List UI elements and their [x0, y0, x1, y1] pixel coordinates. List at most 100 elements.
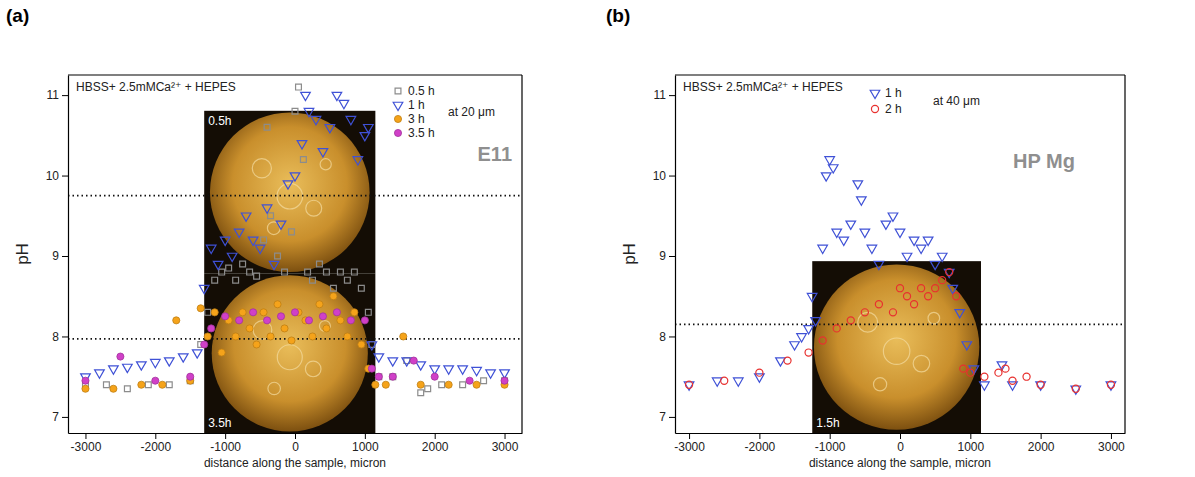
panel-letter: (b) — [606, 5, 630, 26]
inset-texture — [305, 361, 321, 377]
data-point — [955, 310, 965, 318]
data-point — [159, 381, 166, 388]
data-point — [388, 358, 398, 366]
data-point — [269, 261, 279, 269]
data-point — [301, 92, 311, 100]
x-axis: -3000-2000-10000100020003000 — [69, 433, 523, 454]
data-point — [445, 381, 452, 388]
tick: 10 — [46, 169, 68, 183]
data-point — [211, 309, 218, 316]
tick-label: 8 — [659, 330, 666, 344]
data-point — [124, 386, 130, 392]
data-point — [253, 341, 260, 348]
data-point — [967, 369, 974, 376]
legend-marker — [395, 88, 401, 94]
inset-photo — [812, 261, 981, 433]
tick-label: 11 — [47, 88, 60, 102]
data-point — [232, 333, 239, 340]
plot-frame — [521, 75, 522, 433]
tick-mark — [669, 176, 675, 177]
tick: -2000 — [745, 433, 776, 454]
tick-label: -1000 — [815, 440, 846, 454]
x-axis-title: distance along the sample, micron — [809, 456, 991, 470]
tick-mark — [900, 433, 901, 439]
data-point — [472, 367, 482, 375]
data-point — [226, 265, 232, 271]
data-point — [110, 385, 117, 392]
data-point — [206, 245, 216, 253]
data-point — [178, 354, 188, 362]
data-point — [339, 100, 349, 108]
data-point — [846, 221, 856, 229]
data-point — [501, 377, 508, 384]
inset-label: 3.5h — [208, 416, 231, 430]
tick-label: -1000 — [210, 440, 241, 454]
subtitle: HBSS+ 2.5mMCa²⁺ + HEPES — [683, 80, 843, 94]
data-point — [881, 221, 891, 229]
data-point — [241, 213, 251, 221]
data-point — [261, 237, 267, 243]
tick-label: 3000 — [492, 440, 519, 454]
tick-label: 9 — [659, 249, 666, 263]
data-point — [283, 181, 293, 189]
tick-mark — [970, 433, 971, 439]
data-point — [268, 213, 274, 219]
tick: 11 — [47, 88, 68, 102]
data-point — [1036, 382, 1046, 390]
tick: 1000 — [352, 433, 379, 454]
reference-line — [68, 195, 522, 197]
sample-label: E11 — [478, 143, 512, 165]
tick-label: 0 — [897, 440, 904, 454]
data-point — [104, 382, 110, 388]
data-point — [317, 261, 323, 267]
data-point — [903, 293, 910, 300]
data-point — [1002, 365, 1009, 372]
series-points — [83, 84, 508, 396]
data-point — [353, 157, 363, 165]
tick-label: -2000 — [745, 440, 776, 454]
data-point — [895, 229, 905, 237]
data-point — [365, 309, 371, 315]
data-point — [319, 313, 326, 320]
data-point — [389, 373, 396, 380]
tick: -1000 — [815, 433, 846, 454]
data-point — [222, 313, 229, 320]
data-point — [804, 326, 814, 334]
data-point — [323, 325, 330, 332]
tick-label: 10 — [653, 169, 667, 183]
data-point — [857, 197, 867, 205]
inset-texture — [252, 159, 271, 178]
tick-mark — [830, 433, 831, 439]
tick: 0 — [292, 433, 299, 454]
data-point — [311, 116, 321, 124]
data-point — [486, 370, 496, 378]
data-point — [109, 366, 119, 374]
tick: -2000 — [140, 433, 171, 454]
tick: 1000 — [957, 433, 984, 454]
data-point — [347, 317, 354, 324]
tick-label: 0 — [292, 440, 299, 454]
inset-background — [204, 274, 375, 433]
data-point — [382, 381, 389, 388]
data-point — [390, 374, 396, 380]
data-point — [910, 301, 917, 308]
subtitle: HBSS+ 2.5mMCa²⁺ + HEPES — [76, 80, 236, 94]
data-point — [332, 92, 342, 100]
data-point — [400, 333, 407, 340]
tick-label: 2000 — [1028, 440, 1055, 454]
data-point — [289, 229, 295, 235]
data-point — [316, 301, 323, 308]
data-point — [458, 366, 468, 374]
data-point — [138, 381, 145, 388]
data-point — [204, 333, 211, 340]
tick-label: 10 — [46, 169, 60, 183]
series-points — [82, 309, 508, 385]
x-axis-title: distance along the sample, micron — [204, 456, 386, 470]
data-point — [930, 261, 940, 269]
data-point — [874, 261, 884, 269]
inset-label: 1.5h — [816, 416, 839, 430]
data-point — [192, 350, 202, 358]
data-point — [240, 261, 246, 267]
annotation: at 40 μm — [933, 94, 980, 108]
data-point — [325, 125, 335, 133]
